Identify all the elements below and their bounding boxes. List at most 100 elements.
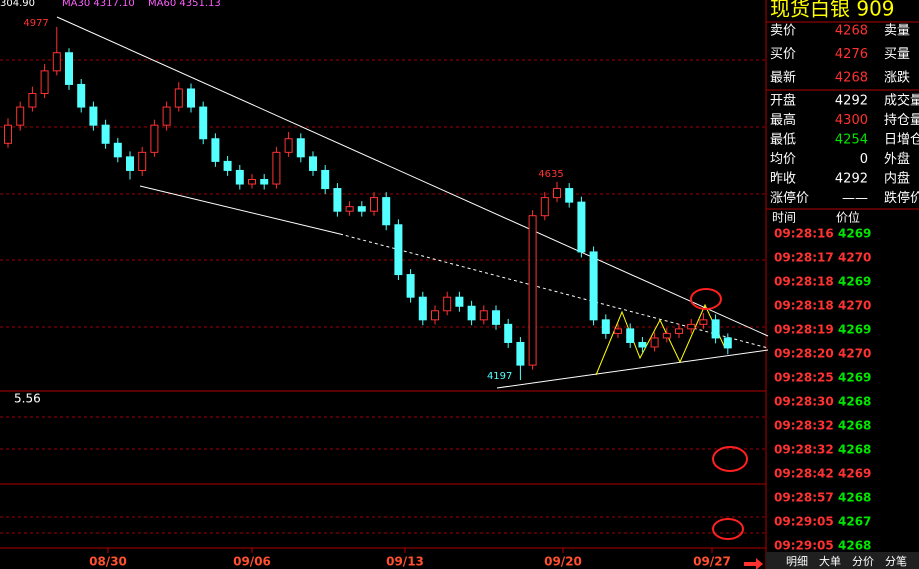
- candle-body: [28, 92, 37, 108]
- candle-body: [650, 337, 659, 348]
- trade-price: 4269: [838, 227, 871, 241]
- quote-side-label: 成交量: [884, 93, 919, 109]
- quote-side-label: 日增仓: [884, 133, 919, 148]
- quote-value: 4268: [835, 71, 868, 86]
- quote-value: 4300: [835, 113, 868, 128]
- tab[interactable]: 分价: [852, 555, 874, 568]
- quote-title: 现货白银 909: [770, 0, 895, 21]
- candle-body: [333, 188, 342, 212]
- candle-body: [16, 106, 25, 126]
- candle-body: [565, 188, 574, 203]
- candle-body: [370, 197, 378, 212]
- date-label: 08/30: [89, 555, 127, 569]
- quote-label: 最高: [770, 112, 796, 128]
- quote-value: 4276: [835, 47, 868, 62]
- quote-side-label: 持仓量: [884, 113, 919, 128]
- candle-body: [162, 106, 171, 126]
- candle-body: [65, 52, 73, 85]
- candle-body: [309, 156, 317, 171]
- quote-label: 昨收: [770, 172, 796, 187]
- trade-price: 4268: [838, 419, 871, 433]
- trend-lines: [56, 16, 769, 389]
- candle-body: [382, 197, 391, 226]
- candle-body: [528, 215, 537, 366]
- candle-body: [431, 310, 439, 321]
- trade-price: 4267: [838, 515, 871, 529]
- trade-time: 09:28:57: [774, 491, 834, 505]
- trade-time: 09:29:05: [774, 539, 834, 553]
- quote-value: 4292: [835, 172, 868, 187]
- date-label: 09/06: [233, 555, 271, 569]
- candle-body: [40, 70, 49, 94]
- candle-body: [321, 169, 330, 190]
- quote-label: 买价: [770, 47, 796, 62]
- candle-body: [675, 328, 683, 334]
- trade-price: 4270: [838, 299, 871, 313]
- candle-body: [638, 341, 647, 348]
- quote-side-label: 卖量: [884, 24, 910, 39]
- candle-body: [260, 178, 269, 185]
- candle-body: [504, 323, 513, 343]
- trade-price: 4268: [838, 443, 871, 457]
- candle-body: [479, 310, 488, 321]
- quote-value: 4254: [835, 133, 868, 148]
- header-text: 304.90: [0, 0, 35, 9]
- candle-body: [272, 151, 281, 185]
- trade-time: 09:28:32: [774, 443, 834, 457]
- trade-time: 09:28:25: [774, 371, 834, 385]
- trades-header: 价位: [836, 210, 860, 225]
- candle-body: [601, 319, 610, 334]
- tab[interactable]: 明细: [786, 555, 808, 568]
- candle-body: [455, 296, 464, 307]
- trade-time: 09:29:05: [774, 515, 834, 529]
- candle-body: [113, 142, 122, 158]
- candle-body: [211, 138, 220, 162]
- candle-body: [89, 106, 98, 126]
- candle-body: [577, 201, 586, 253]
- candle-body: [52, 52, 61, 72]
- quote-label: 最新: [770, 70, 796, 86]
- candle-body: [626, 328, 635, 343]
- quote-label: 最低: [770, 133, 796, 148]
- candle-body: [4, 124, 12, 144]
- candle-body: [723, 337, 732, 349]
- candle-body: [77, 83, 86, 108]
- candle-body: [357, 206, 366, 212]
- quote-side-label: 内盘: [884, 171, 910, 187]
- trade-price: 4269: [838, 371, 871, 385]
- trade-price: 4270: [838, 251, 871, 265]
- trade-time: 09:28:18: [774, 299, 834, 313]
- candle-body: [296, 138, 305, 158]
- tab[interactable]: 大单: [819, 554, 841, 568]
- quote-label: 开盘: [770, 93, 796, 109]
- header-text: MA60 4351.13: [148, 0, 221, 9]
- candle-body: [248, 178, 256, 185]
- quote-side-label: 跌停价: [884, 190, 919, 206]
- trade-time: 09:28:19: [774, 323, 834, 337]
- candle-body: [394, 224, 403, 276]
- date-label: 09/13: [386, 555, 424, 569]
- date-label: 09/20: [544, 555, 582, 569]
- indicator-label: 5.56: [14, 392, 41, 406]
- candle-body: [418, 296, 427, 321]
- candle-body: [101, 124, 110, 144]
- candle-body: [687, 323, 696, 330]
- candle-body: [126, 156, 134, 171]
- candle-body: [235, 169, 244, 185]
- candle-body: [443, 296, 452, 312]
- candle-body: [614, 328, 622, 334]
- quote-value: 4292: [835, 94, 868, 109]
- candle-body: [406, 274, 415, 298]
- candle-body: [138, 151, 147, 171]
- trade-time: 09:28:20: [774, 347, 834, 361]
- quote-side-label: 买量: [884, 47, 910, 62]
- tab[interactable]: 分笔: [885, 554, 907, 568]
- trade-time: 09:28:16: [774, 227, 834, 241]
- candle-body: [662, 332, 671, 339]
- quote-side-label: 涨跌: [884, 70, 910, 86]
- candle-body: [492, 310, 500, 325]
- trade-time: 09:28:32: [774, 419, 834, 433]
- candle-body: [284, 138, 293, 153]
